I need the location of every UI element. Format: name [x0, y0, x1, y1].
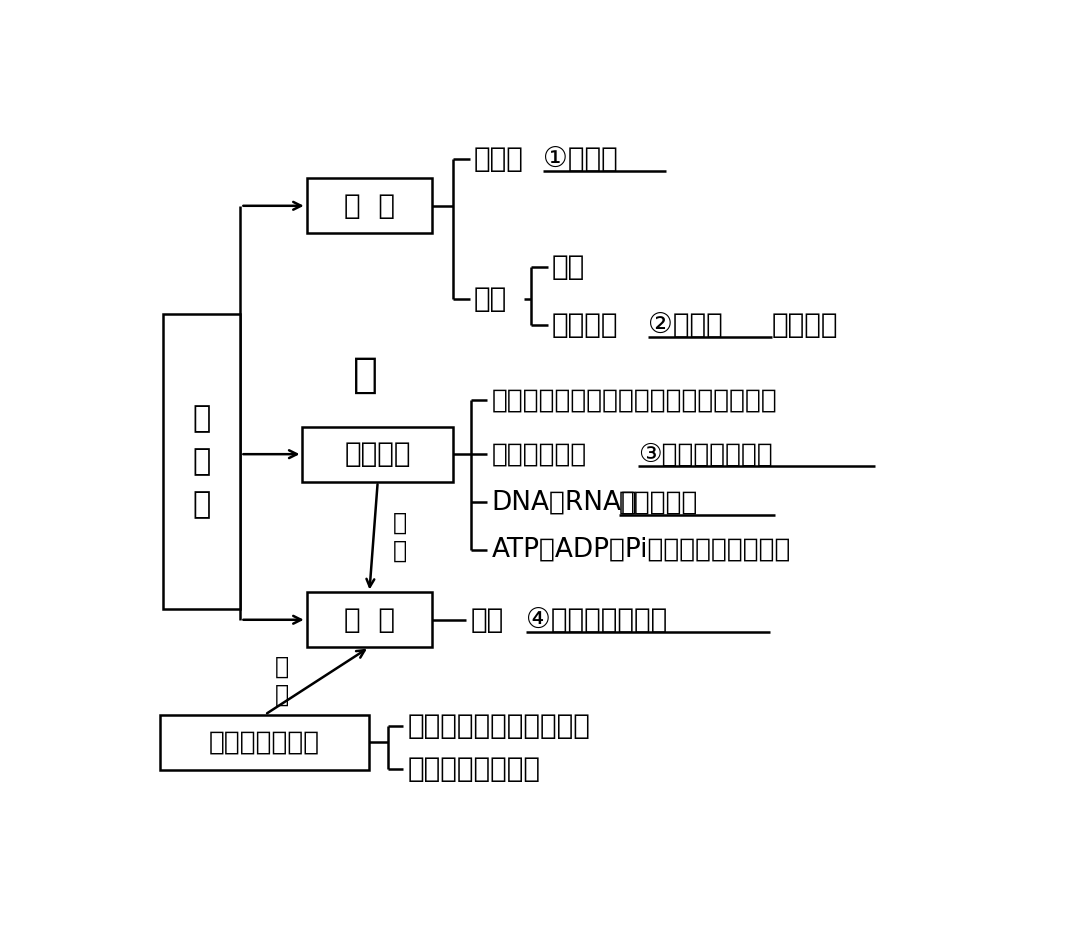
Text: 与光合作用有关的酶：分布于基质和基粒: 与光合作用有关的酶：分布于基质和基粒: [491, 387, 778, 413]
Text: 堆叠而成: 堆叠而成: [772, 310, 838, 338]
Text: 证
明: 证 明: [274, 655, 289, 707]
Text: ②类囊体: ②类囊体: [648, 310, 723, 338]
Text: 好氧细菌只分布于叶绿体: 好氧细菌只分布于叶绿体: [408, 712, 591, 740]
Text: 外部：: 外部：: [474, 145, 524, 173]
Bar: [302, 426, 454, 482]
Text: 决
定: 决 定: [393, 511, 407, 563]
Text: DNA、RNA：: DNA、RNA：: [491, 489, 637, 515]
Text: 色素：分布于: 色素：分布于: [491, 441, 586, 468]
Bar: [163, 314, 241, 609]
Text: ④光合作用的场所: ④光合作用的场所: [526, 606, 667, 634]
Text: 叶
绿
体: 叶 绿 体: [193, 404, 211, 519]
Bar: [160, 714, 369, 770]
Text: 进行: 进行: [471, 606, 504, 634]
Text: ③基粒（类囊体）: ③基粒（类囊体）: [638, 441, 773, 468]
Text: 结  构: 结 构: [343, 192, 395, 220]
Text: 内部: 内部: [474, 285, 508, 313]
Bar: [307, 593, 432, 647]
Text: 分布于基质: 分布于基质: [619, 489, 698, 515]
Bar: [307, 179, 432, 233]
Text: ＋: ＋: [353, 354, 378, 396]
Text: 恩格尔曼的实验: 恩格尔曼的实验: [210, 729, 321, 755]
Text: 被光束照射的部位: 被光束照射的部位: [408, 755, 541, 783]
Text: 重要物质: 重要物质: [345, 440, 411, 468]
Text: 基质: 基质: [552, 253, 585, 281]
Text: 基粒：由: 基粒：由: [552, 310, 619, 338]
Text: 功  能: 功 能: [343, 606, 395, 634]
Text: ATP、ADP、Pi：分布于基质和基粒: ATP、ADP、Pi：分布于基质和基粒: [491, 537, 791, 563]
Text: ①双层膜: ①双层膜: [542, 145, 618, 173]
